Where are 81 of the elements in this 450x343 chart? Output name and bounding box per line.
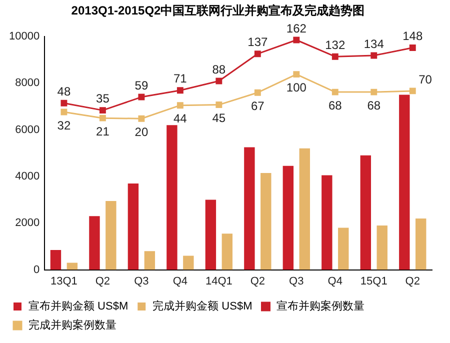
bar <box>89 216 100 270</box>
legend-label: 完成并购案例数量 <box>28 318 116 332</box>
y-tick-label: 0 <box>33 264 40 276</box>
x-tick-label: Q3 <box>289 275 304 288</box>
data-label: 70 <box>418 72 432 86</box>
point <box>254 50 261 58</box>
bar <box>205 200 216 270</box>
data-label: 67 <box>250 98 265 113</box>
legend-label: 完成并购金额 US$M <box>152 300 252 313</box>
bar <box>183 256 194 270</box>
point <box>409 88 416 94</box>
y-tick-label: 10000 <box>8 30 40 42</box>
point <box>370 52 378 59</box>
bar <box>338 228 349 270</box>
chart-title: 2013Q1-2015Q2中国互联网行业并购宣布及完成趋势图 <box>71 4 365 18</box>
point <box>370 88 378 96</box>
data-label: 35 <box>96 92 110 106</box>
point <box>176 102 184 109</box>
x-tick-label: Q3 <box>134 275 149 288</box>
y-tick-label: 4000 <box>15 170 40 182</box>
data-label: 88 <box>212 62 226 76</box>
data-label: 134 <box>364 36 384 51</box>
data-label: 132 <box>325 38 346 52</box>
bar <box>282 166 294 270</box>
data-label: 59 <box>134 78 148 92</box>
bar <box>222 234 233 270</box>
y-tick-label: 2000 <box>15 217 40 230</box>
x-tick-label: Q4 <box>172 275 188 288</box>
point <box>138 94 145 100</box>
point <box>138 115 145 122</box>
point <box>409 44 416 51</box>
bar <box>66 262 78 270</box>
y-tick-label: 6000 <box>15 124 40 136</box>
point <box>216 78 222 84</box>
data-label: 68 <box>328 98 342 112</box>
bar <box>260 172 272 270</box>
x-tick-label: 15Q1 <box>360 275 388 288</box>
point <box>176 87 184 94</box>
point <box>99 107 106 114</box>
x-tick-label: Q2 <box>95 275 110 288</box>
point <box>216 102 222 108</box>
bar <box>50 250 62 270</box>
x-tick-label: 14Q1 <box>205 275 232 288</box>
data-label: 20 <box>134 124 148 139</box>
x-tick-label: Q2 <box>250 275 266 288</box>
data-label: 32 <box>57 118 71 132</box>
point <box>99 114 106 122</box>
bar <box>166 125 178 270</box>
x-tick-label: Q4 <box>328 275 342 288</box>
data-label: 44 <box>174 112 188 126</box>
bar <box>244 147 255 270</box>
data-label: 21 <box>96 124 110 138</box>
data-label: 71 <box>174 72 188 86</box>
x-tick-label: 13Q1 <box>50 275 78 288</box>
data-label: 68 <box>367 98 381 112</box>
point <box>293 36 300 44</box>
bar <box>144 251 156 270</box>
point <box>60 108 68 116</box>
legend-label: 宣布并购案例数量 <box>276 300 365 313</box>
y-tick-label: 8000 <box>15 77 40 90</box>
point <box>254 89 261 96</box>
point <box>332 88 338 96</box>
bar <box>299 148 310 270</box>
bar <box>399 94 410 270</box>
data-label: 148 <box>402 29 423 44</box>
bar <box>416 218 426 270</box>
point <box>293 71 300 78</box>
data-label: 45 <box>212 111 226 126</box>
point <box>332 53 338 60</box>
data-label: 137 <box>248 35 268 50</box>
data-label: 100 <box>286 80 307 95</box>
bar <box>128 183 139 270</box>
bar <box>106 200 116 270</box>
bar <box>376 225 388 270</box>
x-tick-label: Q2 <box>405 275 420 288</box>
bar <box>322 175 332 270</box>
point <box>60 100 68 106</box>
bar <box>360 155 372 270</box>
data-label: 48 <box>57 84 71 98</box>
data-label: 162 <box>286 21 307 36</box>
legend-label: 宣布并购金额 US$M <box>28 300 128 313</box>
